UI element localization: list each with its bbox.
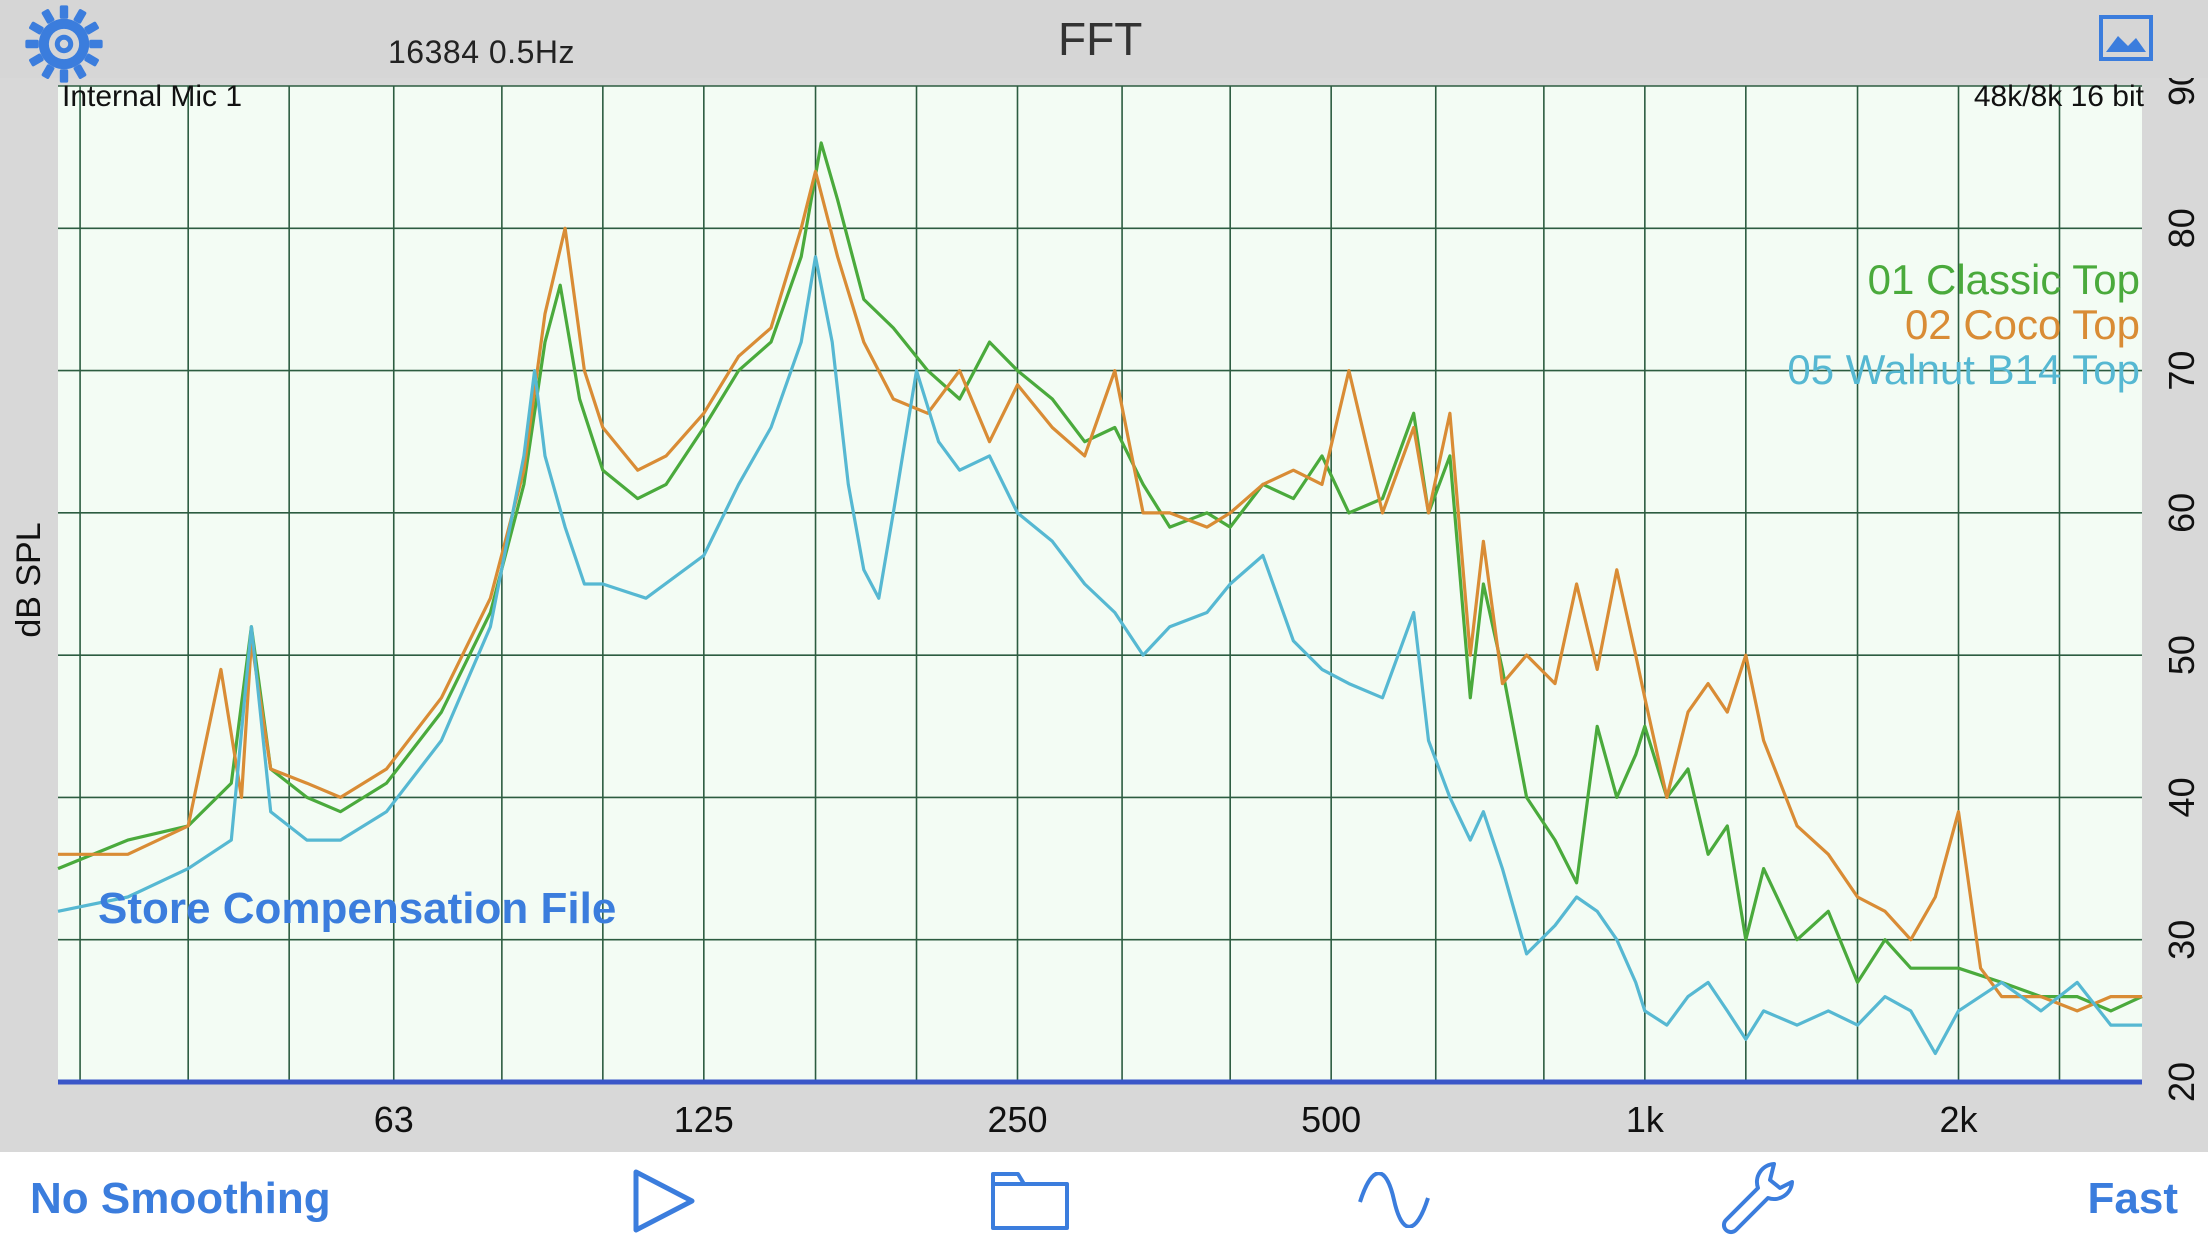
smoothing-button[interactable]: No Smoothing bbox=[30, 1174, 331, 1223]
y-tick-label: 20 bbox=[2161, 1062, 2202, 1102]
fft-size-label: 16384 0.5Hz bbox=[388, 34, 575, 70]
y-tick-label: 90 bbox=[2161, 78, 2202, 106]
x-tick-labels: 63 125 250 500 1k 2k bbox=[374, 1099, 1979, 1140]
grid-vertical bbox=[79, 86, 2061, 1082]
folder-icon[interactable] bbox=[990, 1166, 1070, 1232]
y-tick-label: 70 bbox=[2161, 351, 2202, 391]
x-tick-label: 125 bbox=[674, 1099, 734, 1140]
x-tick-label: 500 bbox=[1301, 1099, 1361, 1140]
series-lines bbox=[57, 141, 2143, 1056]
y-tick-label: 40 bbox=[2161, 777, 2202, 817]
fft-chart: 63 125 250 500 1k 2k 20 30 40 50 60 70 80 90 Interna… bbox=[10, 78, 2202, 1140]
y-tick-label: 50 bbox=[2161, 635, 2202, 675]
series-line bbox=[57, 255, 2142, 1056]
legend-entry: 01 Classic Top bbox=[1868, 256, 2140, 303]
y-tick-label: 60 bbox=[2161, 493, 2202, 533]
top-bar: 16384 0.5Hz FFT bbox=[0, 0, 2208, 86]
wrench-icon[interactable] bbox=[1718, 1158, 1798, 1238]
legend-entry: 05 Walnut B14 Top bbox=[1787, 346, 2140, 393]
x-tick-label: 63 bbox=[374, 1099, 414, 1140]
play-icon[interactable] bbox=[630, 1168, 700, 1234]
format-label: 48k/8k 16 bit bbox=[1974, 80, 2145, 113]
sine-wave-icon[interactable] bbox=[1356, 1172, 1432, 1228]
bottom-toolbar: No Smoothing Fast bbox=[0, 1152, 2208, 1242]
store-compensation-button[interactable]: Store Compensation File bbox=[98, 884, 617, 933]
x-tick-label: 2k bbox=[1939, 1099, 1978, 1140]
x-tick-label: 250 bbox=[987, 1099, 1047, 1140]
y-tick-labels: 20 30 40 50 60 70 80 90 bbox=[2161, 78, 2202, 1102]
legend-entry: 02 Coco Top bbox=[1905, 301, 2140, 348]
page-title: FFT bbox=[1058, 13, 1143, 65]
gear-icon[interactable] bbox=[22, 2, 106, 86]
y-tick-label: 30 bbox=[2161, 920, 2202, 960]
series-line bbox=[58, 169, 2142, 1013]
y-axis-label: dB SPL bbox=[10, 522, 48, 637]
x-tick-label: 1k bbox=[1626, 1099, 1665, 1140]
plot-area bbox=[58, 86, 2142, 1080]
y-tick-label: 80 bbox=[2161, 208, 2202, 248]
speed-button[interactable]: Fast bbox=[2087, 1174, 2178, 1223]
input-label: Internal Mic 1 bbox=[62, 80, 242, 113]
image-icon[interactable] bbox=[2098, 14, 2154, 62]
